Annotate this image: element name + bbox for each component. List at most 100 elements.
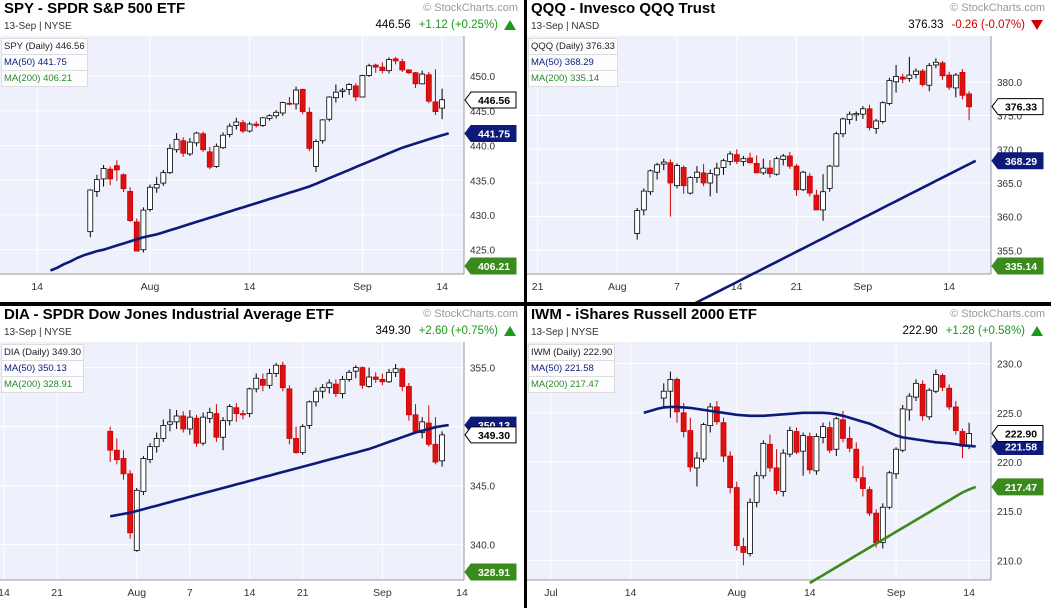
candle-body <box>326 96 333 120</box>
x-tick-label: 14 <box>625 587 637 599</box>
axis-background <box>991 342 1051 608</box>
y-tick-label: 450.0 <box>470 72 495 83</box>
candle-body <box>87 189 94 233</box>
candle-body <box>419 73 426 85</box>
candle <box>853 111 860 121</box>
candle-body <box>339 379 346 394</box>
candle <box>313 387 319 407</box>
candle-body <box>634 210 641 234</box>
candle-body <box>100 168 107 180</box>
candle-body <box>425 74 432 102</box>
legend: QQQ (Daily) 376.33 MA(50) 368.29 MA(200) 3… <box>528 38 618 87</box>
candle-body <box>680 167 687 187</box>
candle-body <box>379 66 386 72</box>
candle-body <box>293 89 299 105</box>
candle <box>286 385 293 445</box>
legend-ma200: MA(200) 217.47 <box>528 376 616 393</box>
candle <box>886 77 893 106</box>
candle <box>346 369 353 382</box>
candle <box>767 434 773 472</box>
ma50-tag-box <box>464 124 517 142</box>
price-tag-box <box>464 426 517 444</box>
candle-body <box>160 425 167 439</box>
candle <box>640 188 647 216</box>
candle <box>366 367 372 388</box>
candle <box>680 403 687 438</box>
candle-body <box>773 467 780 491</box>
candle <box>859 106 866 119</box>
candle <box>379 373 386 386</box>
candle-body <box>153 438 160 448</box>
legend-symbol: QQQ (Daily) 376.33 <box>528 38 618 55</box>
candle <box>339 375 346 399</box>
candle-body <box>439 99 445 109</box>
ma50-tag: 221.58 <box>991 437 1044 455</box>
candle-body <box>733 487 740 546</box>
quote: 376.33 -0.26 (-0.07%) <box>908 19 1043 31</box>
candle <box>127 187 134 222</box>
last-price: 222.90 <box>902 325 938 337</box>
candle-body <box>266 373 273 386</box>
candle <box>773 449 780 495</box>
candle-body <box>113 165 120 171</box>
candle <box>439 431 445 467</box>
candle <box>339 87 346 98</box>
candle-body <box>773 158 780 175</box>
chart-panel-dia: DIA - SPDR Dow Jones Industrial Average … <box>0 306 524 608</box>
candle <box>919 69 926 87</box>
candle <box>833 416 840 457</box>
candle-body <box>299 88 306 112</box>
candle-body <box>767 443 773 469</box>
chart-panel-spy: SPY - SPDR S&P 500 ETF © StockCharts.com 1… <box>0 0 524 302</box>
candle-body <box>826 165 833 189</box>
candle-body <box>253 377 260 390</box>
price-tag-text: 446.56 <box>478 95 510 107</box>
candle-body <box>286 102 293 105</box>
ma200-tag: 217.47 <box>991 478 1044 496</box>
candle <box>786 426 793 458</box>
candle <box>966 91 972 121</box>
price-change: -0.26 (-0.07%) <box>951 19 1025 31</box>
candle-body <box>800 435 807 452</box>
candle <box>707 169 714 197</box>
candle-body <box>873 120 880 129</box>
price-tag-text: 222.90 <box>1005 428 1037 440</box>
candle <box>173 133 180 153</box>
candle <box>926 388 933 420</box>
legend-ma50: MA(50) 221.58 <box>528 360 616 377</box>
legend-ma200: MA(200) 328.91 <box>1 376 85 393</box>
y-tick-label: 445.0 <box>470 107 495 118</box>
candle <box>133 487 140 552</box>
candle <box>846 111 853 125</box>
candle-body <box>200 416 207 444</box>
candle <box>707 403 714 433</box>
candle-body <box>932 374 939 392</box>
x-tick-label: Aug <box>141 281 160 293</box>
y-tick-label: 340.0 <box>470 541 495 552</box>
ma200-tag-text: 335.14 <box>1005 261 1037 273</box>
candle <box>913 68 919 79</box>
candle <box>846 426 853 453</box>
candle <box>87 189 94 238</box>
candle-body <box>946 74 953 88</box>
candle-body <box>286 388 293 439</box>
x-tick-label: 14 <box>31 281 43 293</box>
candle <box>780 153 787 166</box>
ma200-tag-text: 217.47 <box>1005 482 1037 494</box>
candle <box>226 404 233 426</box>
x-tick-label: 21 <box>791 281 803 293</box>
chart-title: IWM - iShares Russell 2000 ETF <box>531 306 757 323</box>
candle <box>820 174 826 221</box>
candle <box>813 433 820 475</box>
candle <box>740 537 747 566</box>
candle <box>439 88 445 120</box>
ma50-line <box>109 423 449 518</box>
candle-body <box>667 379 674 392</box>
legend-ma200: MA(200) 406.21 <box>1 70 88 87</box>
candle-body <box>127 473 134 534</box>
candle <box>319 119 326 144</box>
x-tick-label: Aug <box>127 587 146 599</box>
candle <box>94 174 100 197</box>
candle-body <box>206 412 213 419</box>
candle-body <box>660 390 667 399</box>
